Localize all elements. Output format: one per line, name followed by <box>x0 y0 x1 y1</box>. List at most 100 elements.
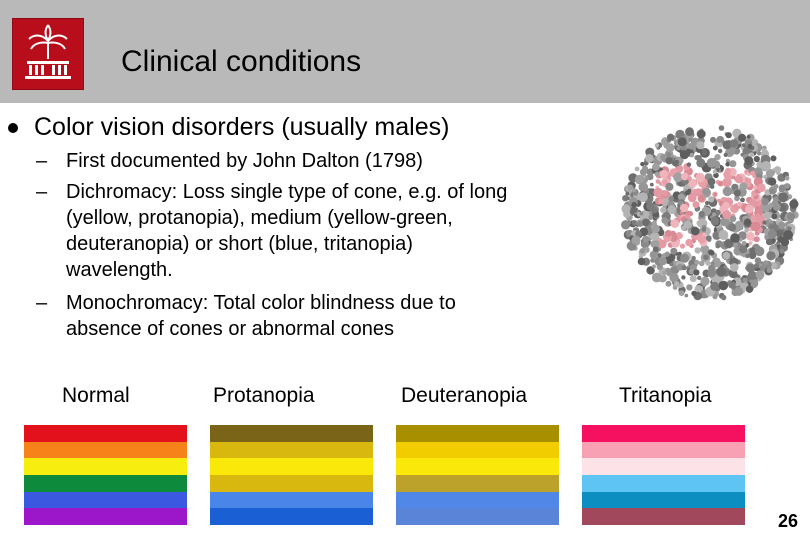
plate-dot <box>722 210 732 220</box>
palmetto-tree-icon <box>25 24 71 79</box>
plate-dot <box>655 179 661 184</box>
plate-dot <box>708 249 714 256</box>
spectrum-band <box>582 508 745 525</box>
plate-dot <box>738 133 747 142</box>
plate-dot <box>730 263 739 272</box>
plate-dot <box>621 204 631 214</box>
plate-dot <box>634 174 645 185</box>
spectrum-band <box>210 474 373 492</box>
plate-dot <box>700 244 710 254</box>
plate-dot <box>668 196 674 202</box>
plate-dot <box>748 278 759 289</box>
spectrum-band <box>210 491 373 509</box>
sub-bullet-text: Monochromacy: Total color blindness due … <box>66 292 456 314</box>
plate-dot <box>631 202 637 208</box>
plate-dot <box>660 207 667 214</box>
plate-dot <box>678 290 685 296</box>
spectrum-label-tritanopia: Tritanopia <box>619 384 712 407</box>
plate-dot <box>676 146 681 151</box>
plate-dot <box>718 142 723 148</box>
spectrum-protanopia <box>210 425 373 525</box>
plate-dot <box>761 161 772 171</box>
plate-dot <box>762 220 767 225</box>
plate-dot <box>730 233 740 243</box>
plate-dot <box>705 260 711 266</box>
plate-dot <box>744 177 749 182</box>
plate-dot <box>734 220 744 230</box>
plate-dot <box>750 170 756 176</box>
plate-dot <box>696 158 706 168</box>
plate-dot <box>761 148 767 154</box>
plate-dot <box>745 204 754 214</box>
plate-dot <box>741 281 749 289</box>
plate-dot <box>754 246 765 257</box>
plate-dot <box>648 215 654 220</box>
page-number: 26 <box>778 511 799 531</box>
plate-dot <box>670 219 680 228</box>
plate-dot <box>755 270 765 280</box>
spectrum-normal <box>24 425 187 525</box>
plate-dot <box>773 184 779 189</box>
plate-dot <box>639 211 644 216</box>
plate-dot <box>657 239 667 249</box>
plate-dot <box>639 248 646 254</box>
sub-bullet-text: (yellow, protanopia), medium (yellow-gre… <box>66 207 453 229</box>
plate-dot <box>722 251 731 260</box>
plate-dot <box>720 217 730 227</box>
plate-dot <box>761 203 770 213</box>
plate-dot <box>650 258 655 263</box>
plate-dot <box>696 141 705 150</box>
plate-dot <box>694 285 704 294</box>
plate-dot <box>737 201 742 207</box>
spectrum-band <box>396 508 559 525</box>
plate-dot <box>687 193 697 203</box>
sub-bullet-text: wavelength. <box>66 259 173 281</box>
plate-dot <box>649 182 654 187</box>
plate-dot <box>718 230 729 240</box>
plate-dot <box>707 269 716 278</box>
plate-dot <box>664 229 672 237</box>
plate-dot <box>700 276 710 286</box>
plate-dot <box>729 139 739 148</box>
plate-dot <box>752 185 758 190</box>
plate-dot <box>717 180 724 187</box>
plate-dot <box>697 275 702 281</box>
plate-dot <box>640 161 645 167</box>
plate-dot <box>693 269 700 276</box>
plate-dot <box>742 147 750 156</box>
plate-dot <box>669 262 674 267</box>
plate-dot <box>742 277 748 283</box>
plate-dot <box>667 133 674 141</box>
plate-dot <box>658 257 667 266</box>
plate-dot <box>698 210 705 218</box>
plate-dot <box>622 195 629 202</box>
plate-dot <box>766 267 772 273</box>
spectrum-band <box>24 474 187 492</box>
sub-bullet-text: absence of cones or abnormal cones <box>66 318 394 340</box>
plate-dot <box>771 213 778 220</box>
plate-dot <box>681 265 687 271</box>
plate-dot <box>651 224 660 234</box>
plate-dot <box>662 190 669 197</box>
plate-dot <box>777 221 786 230</box>
dash-icon: – <box>36 181 48 203</box>
plate-dot <box>725 158 730 163</box>
plate-dot <box>778 184 787 193</box>
plate-dot <box>765 168 775 178</box>
plate-dot <box>664 251 670 257</box>
spectrum-band <box>24 425 187 442</box>
plate-dot <box>635 230 642 238</box>
plate-dot <box>691 255 696 261</box>
spectrum-band <box>582 474 745 492</box>
plate-dot <box>688 137 693 142</box>
plate-dot <box>787 226 792 231</box>
plate-dot <box>678 200 682 205</box>
plate-dot <box>642 235 650 243</box>
plate-dot <box>747 143 753 149</box>
plate-dot <box>780 237 790 247</box>
plate-dot <box>697 235 706 244</box>
plate-dot <box>690 226 700 236</box>
plate-dot <box>652 163 660 171</box>
plate-dot <box>784 175 790 181</box>
plate-dot <box>673 281 680 287</box>
